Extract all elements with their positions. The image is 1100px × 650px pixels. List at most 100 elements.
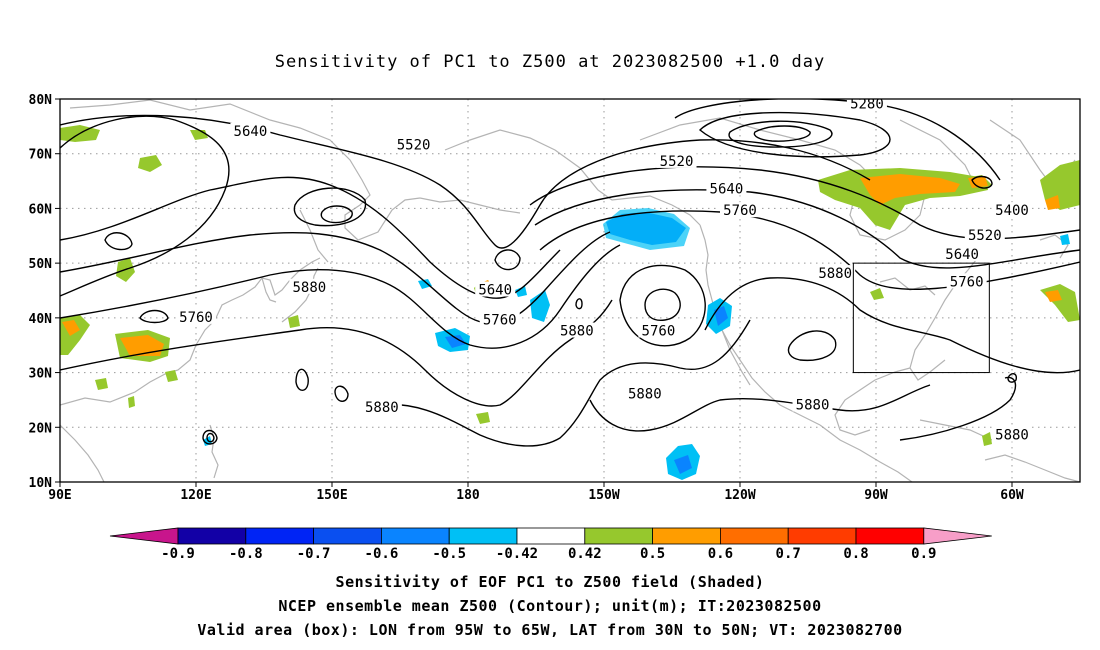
- colorbar-label: 0.5: [640, 546, 665, 562]
- coastline-canada-arctic: [639, 117, 881, 186]
- contour-label: 5880: [818, 266, 852, 282]
- shade-blue-pacific-1-core: [445, 335, 466, 348]
- colorbar-segment: [448, 527, 518, 545]
- lat-label: 70N: [29, 148, 53, 163]
- shade-blue-baja-core: [714, 306, 728, 326]
- coastline-japan: [281, 267, 319, 323]
- lon-label: 120W: [724, 488, 755, 503]
- contour-5880-canada: [704, 277, 1080, 374]
- contour-label-bg: [942, 245, 983, 261]
- contour-label: 5880: [628, 386, 662, 402]
- lon-label: 150W: [588, 488, 619, 503]
- contour-label-bg: [992, 426, 1032, 442]
- contour-label-bg: [479, 311, 520, 327]
- colorbar-segment: [177, 527, 247, 545]
- coastline-baja: [721, 329, 751, 386]
- colorbar-segment: [313, 527, 382, 545]
- contour-closed-tropic-2: [206, 432, 215, 443]
- contour-label-bg: [556, 322, 597, 338]
- lat-label: 60N: [29, 202, 53, 217]
- shade-green-east-us: [870, 288, 884, 300]
- contour-label-bg: [176, 308, 216, 324]
- shade-orange-greenland: [1045, 195, 1060, 210]
- z500-contours: [60, 99, 1080, 447]
- contour-label: 5520: [660, 154, 694, 170]
- contour-5880-gulf: [787, 330, 837, 362]
- coastline-gulf: [834, 367, 911, 436]
- coastline-indochina: [60, 424, 105, 482]
- lon-label: 150E: [316, 488, 347, 503]
- contour-label: 5760: [179, 310, 213, 326]
- contour-label-bg: [638, 322, 679, 338]
- contour-5880-east: [899, 376, 1017, 441]
- contour-label: 5520: [968, 228, 1002, 244]
- contour-5880-subtropic: [60, 299, 613, 407]
- contour-5880-south: [374, 319, 751, 447]
- footer-line-1: Sensitivity of EOF PC1 to Z500 field (Sh…: [335, 573, 765, 591]
- shade-green-cuba: [982, 432, 992, 446]
- contour-label: 5760: [483, 313, 517, 329]
- contour-5640-asia: [60, 115, 230, 297]
- shade-blue-small-1: [418, 279, 432, 289]
- colorbar-segment: [245, 527, 315, 545]
- contour-label: 5880: [365, 400, 399, 416]
- colorbar-label: 0.9: [911, 546, 936, 562]
- colorbar-label: -0.42: [496, 546, 538, 562]
- contour-label-bg: [815, 265, 856, 281]
- contour-label-bg: [361, 399, 402, 415]
- map-frame: [59, 98, 1081, 483]
- contour-label: 5880: [796, 397, 830, 413]
- contour-label-bg: [846, 99, 887, 111]
- lat-label: 30N: [29, 367, 53, 382]
- contour-5880-south-2: [589, 384, 931, 432]
- footer-line-3: Valid area (box): LON from 95W to 65W, L…: [197, 621, 903, 639]
- contour-label: 5400: [995, 203, 1029, 219]
- shade-blue-small-4: [1060, 234, 1070, 245]
- coastline-aleutians: [419, 197, 521, 214]
- coastline-siberia: [69, 99, 421, 241]
- contour-label: 5520: [397, 138, 431, 154]
- contour-label: 5880: [560, 324, 594, 340]
- shade-blue-small-2: [515, 286, 527, 297]
- contour-5760-cutoff-inner: [644, 288, 681, 322]
- lat-label: 20N: [29, 421, 53, 436]
- axis-ticks: [55, 98, 1013, 487]
- contour-5640-trough: [60, 176, 561, 299]
- contour-closed-asia-2: [293, 187, 367, 227]
- contour-label-bg: [720, 202, 760, 218]
- lat-label: 10N: [29, 476, 53, 491]
- latitude-labels: 80N 70N 60N 50N 40N 30N 20N 10N: [29, 93, 53, 491]
- contour-low-inner-1: [728, 120, 833, 148]
- contour-label: 5760: [642, 324, 676, 340]
- contour-label: 5880: [995, 427, 1029, 443]
- shade-green-small-3: [95, 378, 108, 390]
- colorbar-label: 0.42: [568, 546, 602, 562]
- coastline-korea: [261, 277, 277, 303]
- shade-blue-tropics-core: [674, 455, 692, 474]
- colorbar-segment: [380, 527, 450, 545]
- coastline-hudson-bay: [849, 194, 926, 241]
- footer-line-2: NCEP ensemble mean Z500 (Contour); unit(…: [278, 597, 822, 615]
- shade-blue-pacific-2: [530, 290, 550, 322]
- shade-green-greenland: [1040, 160, 1080, 210]
- lon-label: 60W: [1000, 488, 1024, 503]
- valid-area-box: [852, 262, 990, 374]
- contour-5760-cutoff: [619, 264, 706, 347]
- contour-label-bg: [706, 180, 747, 196]
- contour-label-bg: [992, 202, 1032, 218]
- lon-label: 90W: [864, 488, 888, 503]
- contour-closed-pacific-1: [494, 249, 521, 271]
- contour-closed-pacific-4: [334, 385, 349, 402]
- lon-label: 90E: [48, 488, 71, 503]
- colorbar-low-arrow: [109, 527, 179, 545]
- colorbar-segment: [584, 527, 653, 545]
- map-background: [60, 99, 1080, 482]
- contour-label: 5640: [234, 124, 268, 140]
- contour-label-bg: [946, 273, 987, 289]
- shade-orange-hudson: [860, 174, 960, 205]
- contour-label: 5640: [478, 283, 512, 299]
- contour-closed-pacific-3: [295, 368, 309, 391]
- contour-5760-trough: [60, 231, 611, 325]
- contour-closed-small-4: [1007, 373, 1018, 383]
- contour-label-bg: [656, 152, 697, 168]
